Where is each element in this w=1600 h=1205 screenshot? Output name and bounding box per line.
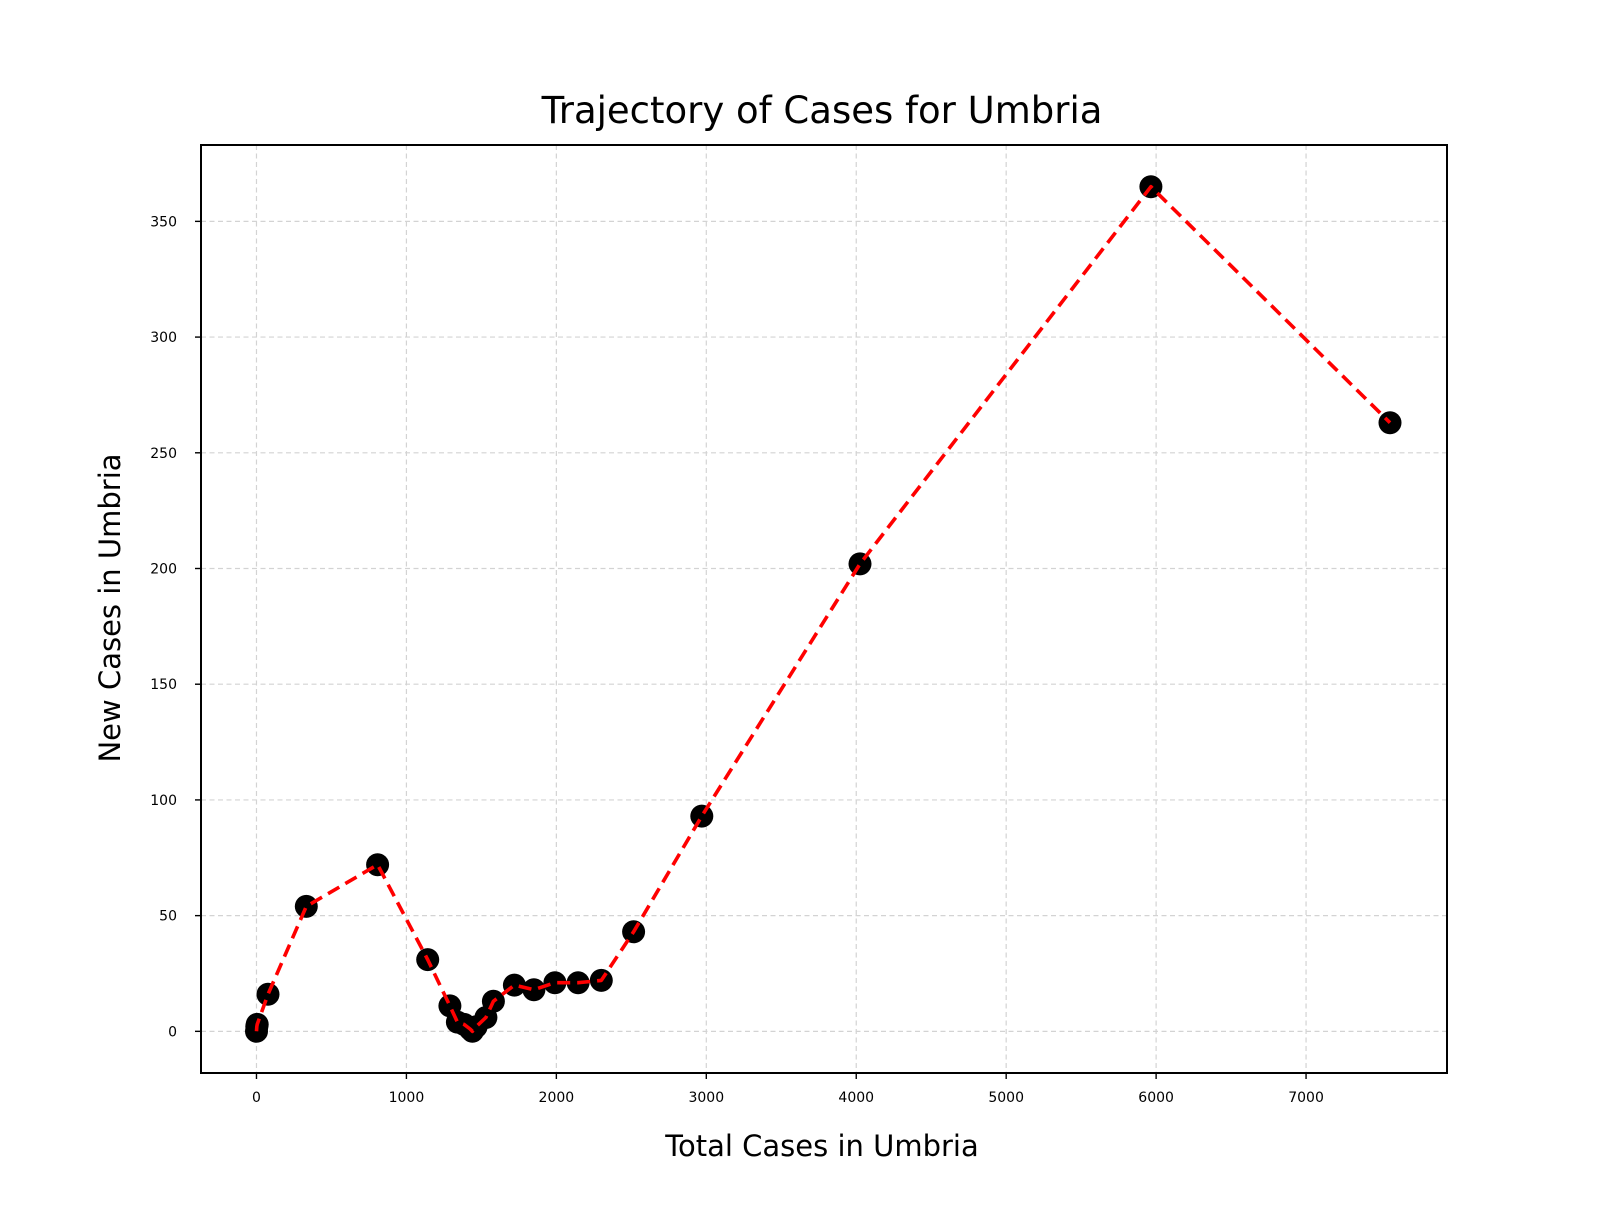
y-tick-label: 300: [150, 330, 177, 346]
x-tick-label: 3000: [688, 1090, 724, 1106]
data-point: [294, 894, 318, 918]
axis-ticks: 0 1000 2000 3000 4000 5000 6000 7000 0 50 100 150 20…: [150, 214, 1324, 1106]
y-tick-label: 250: [150, 446, 177, 462]
y-tick-label: 0: [168, 1024, 177, 1040]
x-tick-label: 0: [252, 1090, 261, 1106]
x-tick-label: 5000: [988, 1090, 1024, 1106]
data-point: [543, 971, 567, 995]
chart-title: Trajectory of Cases for Umbria: [541, 89, 1103, 132]
x-tick-label: 4000: [838, 1090, 874, 1106]
y-tick-label: 50: [159, 909, 177, 925]
data-point: [690, 804, 714, 828]
series-layer: [245, 175, 1402, 1043]
x-tick-label: 7000: [1288, 1090, 1324, 1106]
data-point: [522, 978, 546, 1002]
data-point: [256, 982, 280, 1006]
grid: [201, 145, 1447, 1073]
x-tick-label: 1000: [389, 1090, 425, 1106]
x-tick-label: 6000: [1138, 1090, 1174, 1106]
y-tick-label: 200: [150, 562, 177, 578]
y-tick-label: 350: [150, 214, 177, 230]
plot-area-frame: [200, 144, 1448, 1074]
y-tick-label: 100: [150, 793, 177, 809]
y-tick-label: 150: [150, 677, 177, 693]
x-tick-label: 2000: [539, 1090, 575, 1106]
x-axis-label: Total Cases in Umbria: [664, 1129, 979, 1163]
data-point: [366, 853, 390, 877]
trajectory-line: [254, 184, 1392, 1034]
y-axis-label: New Cases in Umbria: [93, 453, 127, 762]
